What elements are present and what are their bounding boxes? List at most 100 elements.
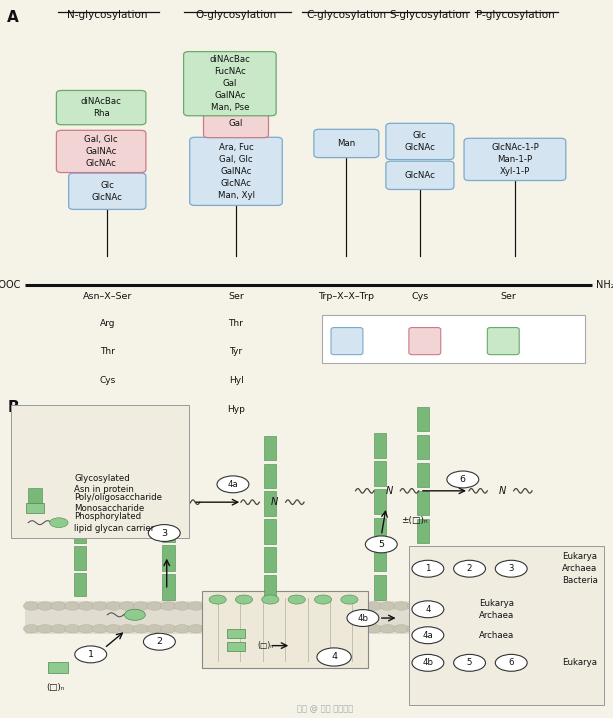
Bar (74, 439, 86, 462)
Circle shape (347, 610, 379, 627)
Text: N: N (271, 497, 278, 507)
Text: 1: 1 (88, 650, 94, 659)
Bar (264, 491, 276, 516)
Bar (417, 519, 429, 544)
Circle shape (341, 595, 358, 604)
Circle shape (317, 648, 351, 666)
FancyBboxPatch shape (190, 137, 282, 205)
Text: Gal: Gal (229, 119, 243, 128)
Bar (48, 662, 69, 673)
FancyBboxPatch shape (56, 90, 146, 125)
Circle shape (229, 602, 245, 610)
Circle shape (454, 560, 485, 577)
Circle shape (421, 625, 436, 633)
Circle shape (147, 625, 162, 633)
Circle shape (188, 602, 204, 610)
FancyBboxPatch shape (487, 327, 519, 355)
Text: 5: 5 (467, 658, 472, 667)
Text: 6: 6 (460, 475, 466, 484)
Circle shape (407, 602, 423, 610)
Circle shape (262, 595, 279, 604)
Circle shape (270, 602, 286, 610)
Bar (417, 490, 429, 516)
Text: O-glycosylation: O-glycosylation (196, 10, 276, 20)
Circle shape (174, 602, 190, 610)
Bar (162, 574, 175, 600)
Circle shape (284, 602, 300, 610)
Circle shape (78, 602, 94, 610)
Bar (417, 547, 429, 572)
Bar (25, 601, 490, 633)
Bar (74, 493, 86, 516)
Text: Eukarya
Archaea: Eukarya Archaea (479, 599, 514, 620)
Bar (74, 546, 86, 569)
FancyBboxPatch shape (322, 314, 585, 363)
Circle shape (202, 602, 218, 610)
Text: N: N (386, 486, 393, 496)
Text: 知乎 @ 杭州 艺术家物: 知乎 @ 杭州 艺术家物 (297, 704, 353, 713)
Text: Trp–X–X–Trp: Trp–X–X–Trp (318, 292, 375, 301)
Circle shape (75, 646, 107, 663)
Text: 6: 6 (509, 658, 514, 667)
Bar (74, 519, 86, 543)
Bar (374, 432, 386, 457)
Text: Ara, Fuc
Gal, Glc
GalNAc
GlcNAc
Man, Xyl: Ara, Fuc Gal, Glc GalNAc GlcNAc Man, Xyl (218, 143, 254, 200)
Circle shape (435, 602, 451, 610)
Bar (227, 629, 245, 638)
Circle shape (23, 625, 39, 633)
Bar (374, 546, 386, 571)
Bar (374, 574, 386, 600)
Text: A: A (7, 10, 19, 25)
Text: diNAcBac
FucNAc
Gal
GalNAc
Man, Pse: diNAcBac FucNAc Gal GalNAc Man, Pse (210, 55, 250, 113)
Circle shape (215, 625, 231, 633)
Circle shape (462, 602, 478, 610)
Text: Archaea: Archaea (479, 630, 514, 640)
Circle shape (143, 633, 175, 651)
Bar (417, 406, 429, 432)
Circle shape (476, 602, 492, 610)
Circle shape (435, 625, 451, 633)
Text: N: N (499, 486, 506, 496)
Circle shape (51, 602, 67, 610)
Bar (162, 546, 175, 571)
Circle shape (476, 625, 492, 633)
Circle shape (50, 518, 68, 528)
Circle shape (51, 625, 67, 633)
Circle shape (412, 654, 444, 671)
Circle shape (495, 560, 527, 577)
Circle shape (256, 625, 272, 633)
FancyBboxPatch shape (331, 327, 363, 355)
Text: 4b: 4b (422, 658, 433, 667)
Bar (264, 519, 276, 544)
Circle shape (105, 625, 121, 633)
Bar (417, 575, 429, 600)
FancyBboxPatch shape (386, 161, 454, 190)
Text: Archaea: Archaea (444, 335, 481, 345)
Circle shape (256, 602, 272, 610)
Circle shape (407, 625, 423, 633)
Text: Cys: Cys (411, 292, 428, 301)
Bar (74, 466, 86, 489)
Text: Eukarya: Eukarya (562, 658, 597, 667)
Text: 4b: 4b (357, 614, 368, 623)
Text: S-glycosylation: S-glycosylation (389, 10, 469, 20)
Text: ±(□)ₙ: ±(□)ₙ (402, 516, 428, 525)
Circle shape (229, 625, 245, 633)
FancyBboxPatch shape (464, 139, 566, 180)
Circle shape (23, 602, 39, 610)
Text: Tyr: Tyr (229, 348, 243, 356)
FancyBboxPatch shape (184, 52, 276, 116)
Circle shape (284, 625, 300, 633)
Circle shape (243, 602, 259, 610)
Text: Glycosylated
Asn in protein: Glycosylated Asn in protein (74, 474, 134, 495)
Circle shape (37, 625, 53, 633)
Text: N-glycosylation: N-glycosylation (67, 10, 148, 20)
Circle shape (217, 476, 249, 493)
Text: 2: 2 (156, 638, 162, 646)
Text: 5: 5 (378, 540, 384, 549)
FancyBboxPatch shape (386, 123, 454, 159)
Circle shape (209, 595, 226, 604)
Text: Asn–X–Ser: Asn–X–Ser (83, 292, 132, 301)
Bar (374, 461, 386, 486)
Text: 1: 1 (425, 564, 430, 573)
